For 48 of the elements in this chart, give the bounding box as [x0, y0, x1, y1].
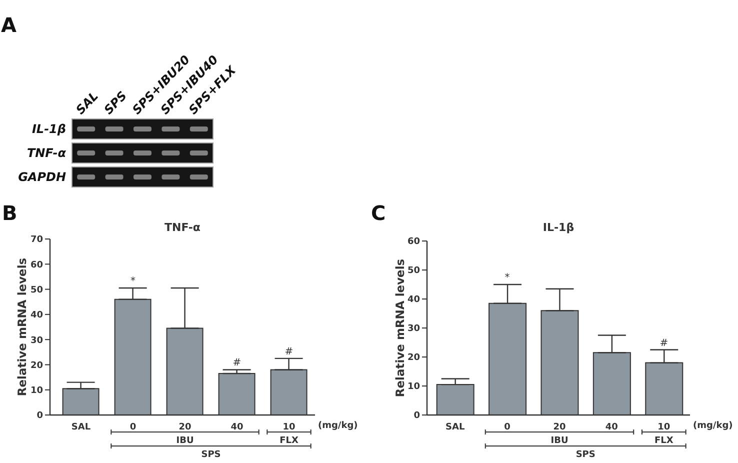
text: FLX — [280, 436, 298, 446]
y-tick-label: 30 — [407, 324, 420, 334]
chart-title: TNF-α — [164, 221, 201, 234]
text: FLX — [654, 436, 674, 446]
y-tick-label: 50 — [30, 285, 43, 296]
x-tick-label: 10 — [658, 422, 670, 432]
annotation: * — [130, 276, 136, 288]
annotation: * — [504, 272, 510, 284]
y-tick-label: 70 — [30, 235, 43, 246]
x-tick-label: 0 — [130, 422, 136, 432]
y-tick-label: 20 — [30, 360, 43, 371]
y-tick-label: 0 — [36, 411, 43, 422]
y-tick-label: 60 — [30, 260, 43, 270]
y-tick-label: 0 — [414, 411, 420, 422]
text: SPS — [576, 450, 596, 460]
x-tick-label: SAL — [446, 422, 465, 432]
x-axis-title: (mg/kg) — [318, 421, 358, 431]
y-axis-title: Relative mRNA levels — [393, 258, 407, 398]
x-tick-label: 20 — [553, 422, 566, 432]
text: IBU — [176, 436, 194, 446]
x-tick-label: 40 — [605, 422, 618, 432]
y-tick-label: 50 — [407, 266, 420, 276]
x-axis-title: (mg/kg) — [693, 421, 733, 431]
y-tick-label: 40 — [30, 310, 43, 321]
x-tick-label: 10 — [282, 422, 296, 432]
y-axis-title: Relative mRNA levels — [15, 258, 29, 396]
y-tick-label: 10 — [407, 382, 420, 392]
x-tick-label: 40 — [230, 422, 244, 432]
y-tick-label: 10 — [30, 386, 43, 396]
annotation: # — [284, 346, 294, 358]
chart-title: IL-1β — [542, 221, 574, 234]
category-label: GAPDH — [18, 170, 66, 184]
category-label: IL-1β — [32, 122, 66, 136]
text: IBU — [550, 436, 568, 446]
y-tick-label: 60 — [407, 237, 420, 248]
y-tick-label: 30 — [30, 336, 43, 346]
annotation: # — [232, 358, 242, 369]
text: C — [371, 201, 386, 225]
text: A — [1, 13, 17, 37]
category-label: TNF-α — [26, 146, 66, 160]
y-tick-label: 20 — [407, 353, 420, 364]
x-tick-label: SAL — [71, 422, 91, 432]
text: B — [2, 201, 18, 225]
text: SPS — [201, 450, 221, 460]
y-tick-label: 40 — [407, 295, 420, 306]
annotation: # — [660, 338, 668, 349]
x-tick-label: 0 — [504, 422, 510, 432]
x-tick-label: 20 — [178, 422, 192, 432]
